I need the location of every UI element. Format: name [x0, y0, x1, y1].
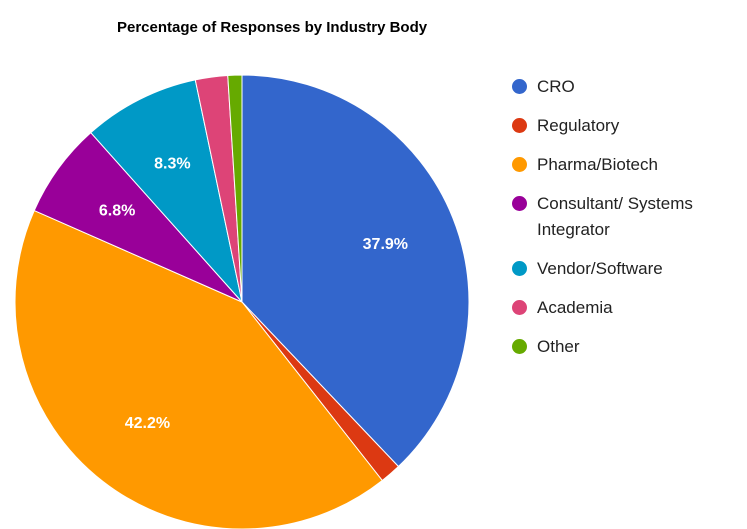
legend-swatch: [512, 261, 527, 276]
slice-label: 42.2%: [125, 415, 170, 432]
pie-slice: [227, 74, 243, 303]
legend-swatch: [512, 79, 527, 94]
legend-swatch: [512, 300, 527, 315]
legend-swatch: [512, 118, 527, 133]
legend-label: Regulatory: [537, 116, 620, 135]
slice-label: 6.8%: [99, 202, 135, 219]
chart-title: Percentage of Responses by Industry Body: [117, 19, 428, 36]
legend-label: Academia: [537, 298, 613, 317]
legend-swatch: [512, 339, 527, 354]
slice-label: 8.3%: [154, 155, 190, 172]
slices: 37.9% 42.2% 6.8% 8.3%: [14, 74, 470, 529]
legend-item: Academia: [508, 295, 733, 321]
legend-label: Vendor/Software: [537, 259, 663, 278]
legend-item: Other: [508, 334, 733, 360]
legend-label: CRO: [537, 77, 575, 96]
legend-item: Consultant/ Systems Integrator: [508, 191, 733, 243]
legend-label: Consultant/ Systems Integrator: [537, 194, 693, 239]
legend-swatch: [512, 157, 527, 172]
legend-label: Other: [537, 337, 580, 356]
legend-item: Pharma/Biotech: [508, 152, 733, 178]
slice-label: 37.9%: [363, 236, 408, 253]
legend: CRO Regulatory Pharma/Biotech Consultant/ S…: [508, 74, 733, 373]
pie-slice: [241, 74, 470, 468]
pie-slice: [90, 79, 243, 304]
legend-swatch: [512, 196, 527, 211]
legend-item: CRO: [508, 74, 733, 100]
pie-slice: [14, 209, 383, 529]
legend-item: Regulatory: [508, 113, 733, 139]
legend-item: Vendor/Software: [508, 256, 733, 282]
legend-label: Pharma/Biotech: [537, 155, 658, 174]
